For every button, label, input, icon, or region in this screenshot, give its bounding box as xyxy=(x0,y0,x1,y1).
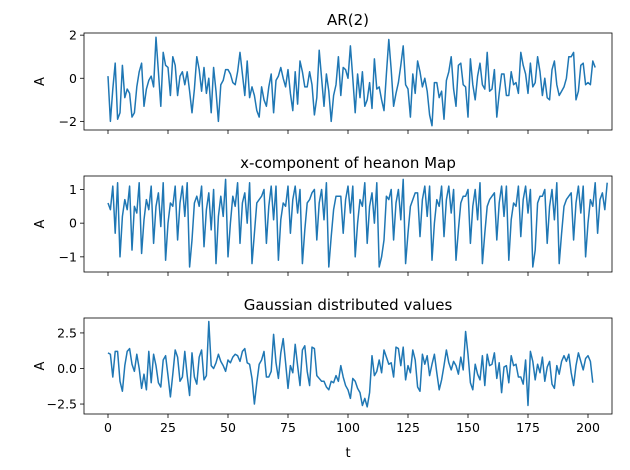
x-tick-label: 100 xyxy=(336,420,360,435)
chart-panel-2: −1 0 1 x-component of heanon Map A xyxy=(33,154,613,276)
y-tick-label: −2 xyxy=(59,114,77,129)
chart-panel-3: 0 25 50 75 100 125 150 175 200 −2.5 0.0 2.5 Gaussian… xyxy=(33,296,613,461)
x-tick-label: 25 xyxy=(160,420,176,435)
x-tick-label: 200 xyxy=(576,420,600,435)
y-axis-label: A xyxy=(33,77,48,86)
chart-title: AR(2) xyxy=(327,11,369,29)
y-tick-label: 1 xyxy=(69,182,77,197)
y-tick-label: 2.5 xyxy=(57,325,77,340)
y-axis-label: A xyxy=(33,219,48,228)
chart-title: Gaussian distributed values xyxy=(244,296,453,314)
series-line xyxy=(107,320,594,408)
chart-panel-1: −2 0 2 AR(2) A xyxy=(33,11,613,134)
y-axis-label: A xyxy=(33,361,48,370)
y-tick-label: −2.5 xyxy=(47,397,77,412)
x-axis-label: t xyxy=(345,446,350,461)
y-tick-label: 0.0 xyxy=(57,361,77,376)
series-line xyxy=(107,178,608,268)
chart-title: x-component of heanon Map xyxy=(240,154,456,172)
y-tick-label: −1 xyxy=(59,249,77,264)
x-tick-label: 0 xyxy=(104,420,112,435)
x-tick-label: 175 xyxy=(516,420,540,435)
y-tick-label: 0 xyxy=(69,216,77,231)
x-tick-label: 75 xyxy=(280,420,296,435)
series-line xyxy=(107,36,596,127)
x-tick-label: 125 xyxy=(396,420,420,435)
x-tick-label: 50 xyxy=(220,420,236,435)
x-tick-label: 150 xyxy=(456,420,480,435)
y-tick-label: 2 xyxy=(69,28,77,43)
y-tick-label: 0 xyxy=(69,71,77,86)
